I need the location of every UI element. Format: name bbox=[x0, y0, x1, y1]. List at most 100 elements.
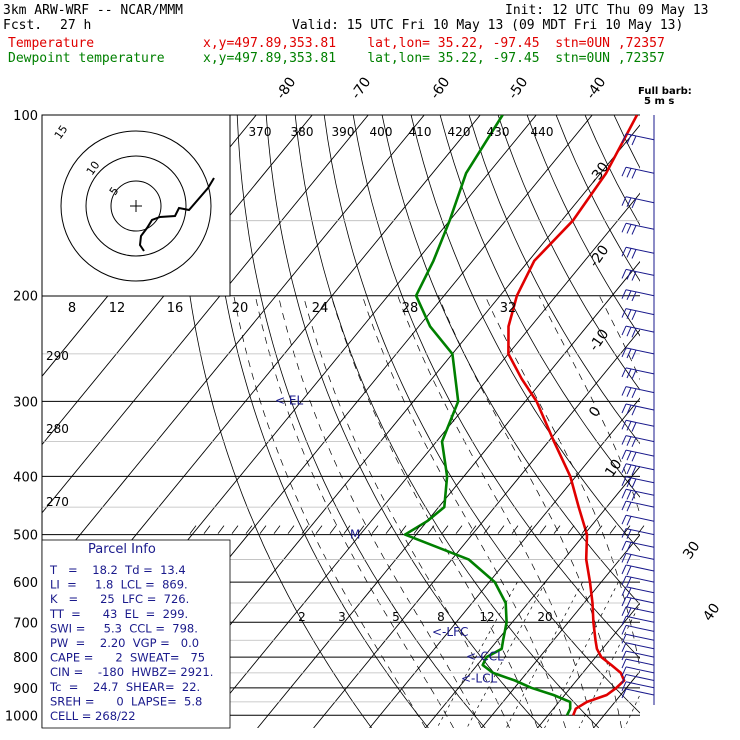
theta-e-label: 430 bbox=[487, 125, 510, 139]
isotherm bbox=[257, 260, 640, 728]
dry-adiabat bbox=[730, 115, 740, 728]
wind-barb bbox=[621, 435, 655, 448]
moist-adiabat bbox=[277, 295, 482, 728]
wind-barb bbox=[621, 564, 655, 576]
top-temperature-label: -60 bbox=[427, 74, 453, 102]
mixing-ratio-label: 8 bbox=[437, 610, 445, 624]
wind-barb bbox=[621, 540, 655, 552]
parcel-info-row: CELL = 268/22 bbox=[50, 709, 136, 723]
wind-barb bbox=[621, 268, 655, 281]
level-tick bbox=[357, 525, 365, 534]
parcel-info-row: SWI = 5.3 CCL = 798. bbox=[50, 621, 198, 635]
level-tick bbox=[273, 525, 281, 534]
hodograph-trace bbox=[138, 177, 215, 252]
wind-barb bbox=[621, 403, 655, 416]
mixing-ratio-label: 2 bbox=[298, 610, 306, 624]
level-tick bbox=[245, 525, 253, 534]
wind-barb bbox=[621, 325, 655, 338]
right-temperature-label: 30 bbox=[680, 539, 703, 563]
isotach-label: 32 bbox=[500, 301, 517, 316]
parcel-info-row: Tc = 24.7 SHEAR= 22. bbox=[49, 680, 200, 694]
wind-barb bbox=[621, 658, 655, 669]
pressure-tick-label: 500 bbox=[13, 529, 38, 544]
temperature-profile bbox=[507, 115, 639, 716]
pressure-tick-label: 100 bbox=[13, 109, 38, 124]
level-tick bbox=[595, 525, 603, 534]
parcel-level-marker: < EL bbox=[275, 394, 303, 408]
isotherm bbox=[706, 115, 740, 728]
level-tick bbox=[511, 525, 519, 534]
mixing-ratio-line bbox=[436, 581, 518, 728]
level-tick bbox=[203, 525, 211, 534]
isotherm bbox=[42, 115, 425, 582]
level-tick bbox=[525, 525, 533, 534]
wind-barb bbox=[621, 624, 655, 635]
wind-barb bbox=[621, 650, 655, 661]
level-tick bbox=[623, 525, 631, 534]
top-temperature-label: -50 bbox=[505, 74, 531, 102]
level-tick bbox=[385, 525, 393, 534]
parcel-level-marker: <-LCL bbox=[461, 672, 497, 686]
parcel-info-title: Parcel Info bbox=[88, 542, 156, 557]
level-tick bbox=[637, 525, 645, 534]
theta-label: 280 bbox=[46, 422, 69, 436]
isotach-label: 20 bbox=[232, 301, 249, 316]
level-tick bbox=[371, 525, 379, 534]
pressure-tick-label: 400 bbox=[13, 470, 38, 485]
parcel-info-row: K = 25 LFC = 726. bbox=[50, 592, 189, 606]
full-barb-label: Full barb: bbox=[638, 86, 692, 97]
wind-barb bbox=[621, 575, 655, 587]
dry-adiabat bbox=[410, 115, 640, 552]
right-temperature-label: -20 bbox=[586, 242, 612, 270]
dewpoint-legend: Dewpoint temperature bbox=[8, 51, 165, 66]
wind-barb bbox=[621, 596, 655, 608]
parcel-info-frame bbox=[41, 539, 231, 729]
hodograph-ring bbox=[85, 155, 187, 257]
wind-barb bbox=[621, 196, 655, 209]
moist-adiabat bbox=[397, 295, 594, 728]
wind-barb bbox=[621, 133, 655, 146]
forecast-label: Fcst. bbox=[3, 18, 43, 33]
parcel-info-box: Parcel Info T = 18.2 Td = 13.4LI = 1.8 LC… bbox=[41, 539, 231, 729]
wind-barb bbox=[621, 166, 655, 179]
level-tick bbox=[301, 525, 309, 534]
dewpoint-station-info: x,y=497.89,353.81 lat,lon= 35.22, -97.45… bbox=[203, 51, 665, 66]
isotach-label: 12 bbox=[109, 301, 126, 316]
level-tick bbox=[483, 525, 491, 534]
dry-adiabat bbox=[265, 115, 543, 728]
mixing-ratio-line bbox=[624, 693, 640, 728]
isotherm bbox=[42, 115, 369, 514]
moist-adiabat bbox=[437, 295, 622, 728]
level-tick bbox=[287, 525, 295, 534]
parcel-info-row: CAPE = 2 SWEAT= 75 bbox=[50, 651, 205, 665]
isotherm bbox=[369, 397, 640, 728]
wind-barb bbox=[621, 449, 655, 462]
top-temperature-label: -40 bbox=[583, 74, 609, 102]
level-tick bbox=[259, 525, 267, 534]
dry-adiabat bbox=[294, 115, 600, 728]
wind-barb bbox=[621, 463, 655, 476]
isotherm bbox=[481, 534, 640, 728]
theta-e-label: 390 bbox=[332, 125, 355, 139]
dry-adiabat bbox=[497, 115, 640, 391]
wind-barb bbox=[621, 688, 655, 699]
isotherm bbox=[425, 465, 640, 728]
level-tick bbox=[217, 525, 225, 534]
moist-adiabat bbox=[303, 295, 510, 728]
theta-e-label: 370 bbox=[249, 125, 272, 139]
dry-adiabat bbox=[672, 115, 740, 728]
parcel-info-row: CIN = -180 HWBZ= 2921. bbox=[50, 665, 213, 679]
pressure-tick-label: 700 bbox=[13, 616, 38, 631]
level-tick bbox=[441, 525, 449, 534]
right-temperature-label: 0 bbox=[586, 404, 604, 420]
wind-barb bbox=[621, 642, 655, 653]
wind-barb bbox=[621, 552, 655, 564]
hodograph-ring bbox=[60, 130, 212, 282]
dry-adiabat bbox=[439, 115, 640, 498]
init-time: Init: 12 UTC Thu 09 May 13 bbox=[505, 3, 709, 18]
temperature-legend: Temperature bbox=[8, 36, 95, 51]
theta-e-label: 380 bbox=[291, 125, 314, 139]
valid-time: Valid: 15 UTC Fri 10 May 13 (09 MDT Fri … bbox=[292, 18, 684, 33]
dry-adiabat bbox=[352, 115, 640, 659]
